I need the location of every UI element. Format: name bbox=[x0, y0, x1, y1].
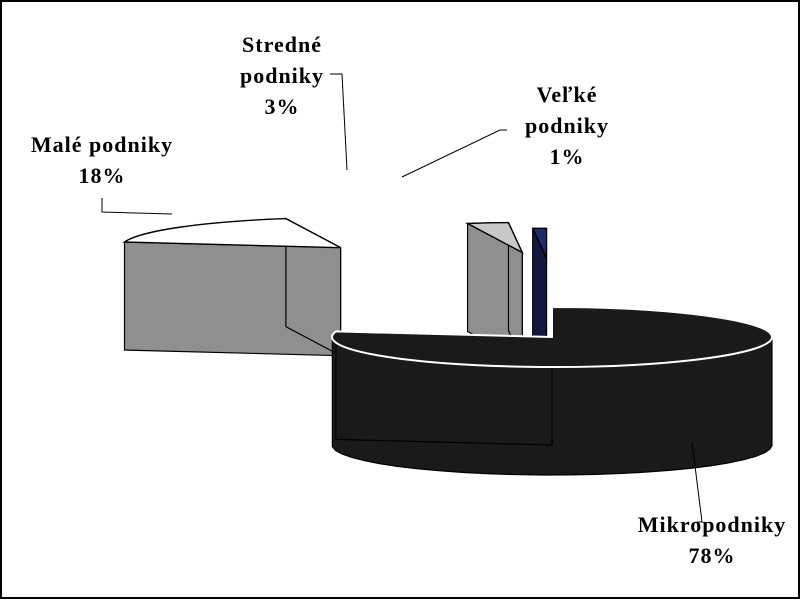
slice-velke-podniky bbox=[531, 227, 548, 259]
slice-stredne-podniky bbox=[464, 221, 524, 255]
leader-line-mikropodniky bbox=[691, 441, 703, 523]
slice-label-mikropodniky: Mikropodniky 78% bbox=[638, 512, 787, 568]
slice-labels: Mikropodniky 78% Malé podniky 18% Stredné pod… bbox=[31, 32, 787, 568]
slice-value-label: 3% bbox=[265, 94, 300, 119]
leader-line-velke-podniky bbox=[401, 129, 507, 178]
slice-name-label: Malé podniky bbox=[31, 132, 173, 157]
slice-tops bbox=[122, 217, 773, 368]
slice-name-label: podniky bbox=[240, 63, 324, 88]
slice-label-male-podniky: Malé podniky 18% bbox=[31, 132, 173, 188]
slice-name-label: Mikropodniky bbox=[638, 512, 787, 537]
slice-label-stredne-podniky: Stredné podniky 3% bbox=[240, 32, 324, 119]
slice-value-label: 1% bbox=[550, 144, 585, 169]
slice-name-label: Veľké bbox=[537, 82, 598, 107]
leader-line-male-podniky bbox=[101, 198, 173, 215]
slice-label-velke-podniky: Veľké podniky 1% bbox=[525, 82, 609, 169]
slice-value-label: 78% bbox=[689, 543, 736, 568]
slice-name-label: podniky bbox=[525, 113, 609, 138]
leader-lines bbox=[101, 73, 703, 523]
leader-line-stredne-podniky bbox=[330, 73, 348, 171]
slice-mikropodniky bbox=[331, 305, 773, 368]
slice-value-label: 18% bbox=[79, 163, 126, 188]
slice-male-podniky bbox=[122, 217, 341, 249]
slice-name-label: Stredné bbox=[242, 32, 322, 57]
